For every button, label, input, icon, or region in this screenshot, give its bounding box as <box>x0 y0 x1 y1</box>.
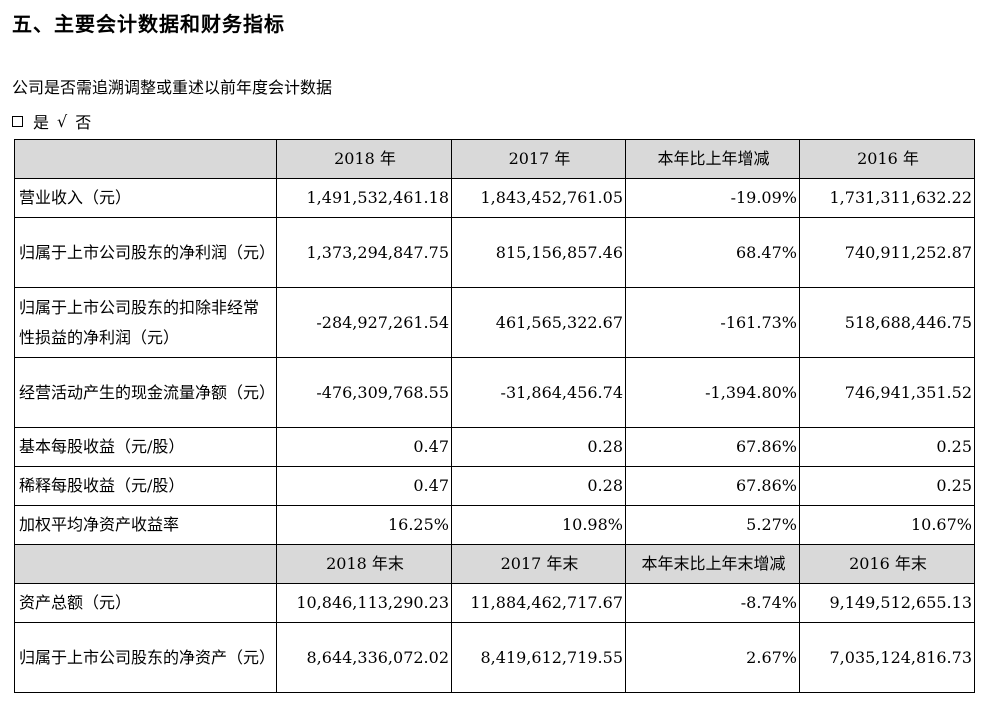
answer-yes-label: 是 <box>33 113 50 132</box>
unchecked-box-icon <box>12 115 23 127</box>
value-2016: 746,941,351.52 <box>799 357 975 428</box>
value-2018: 16.25% <box>276 505 452 545</box>
header-cell <box>14 139 277 179</box>
section-heading: 五、主要会计数据和财务指标 <box>12 12 285 36</box>
table-row: 基本每股收益（元/股） 0.47 0.28 67.86% 0.25 <box>14 427 975 467</box>
row-label: 归属于上市公司股东的扣除非经常性损益的净利润（元） <box>14 287 277 358</box>
table-row: 归属于上市公司股东的净利润（元） 1,373,294,847.75 815,15… <box>14 217 975 288</box>
value-change: -8.74% <box>625 583 800 623</box>
value-2018: 1,491,532,461.18 <box>276 178 452 218</box>
table-row: 营业收入（元） 1,491,532,461.18 1,843,452,761.0… <box>14 178 975 218</box>
value-change: 5.27% <box>625 505 800 545</box>
header-cell: 2018 年末 <box>276 544 452 584</box>
check-mark-icon: √ <box>57 111 68 131</box>
value-change: 2.67% <box>625 622 800 693</box>
table-header-row: 2018 年 2017 年 本年比上年增减 2016 年 <box>14 139 975 179</box>
row-label: 归属于上市公司股东的净利润（元） <box>14 217 277 288</box>
row-label: 经营活动产生的现金流量净额（元） <box>14 357 277 428</box>
table-row: 归属于上市公司股东的净资产（元） 8,644,336,072.02 8,419,… <box>14 622 975 693</box>
restatement-answer: 是 √ 否 <box>12 109 91 133</box>
value-2017: 11,884,462,717.67 <box>451 583 626 623</box>
value-2016: 1,731,311,632.22 <box>799 178 975 218</box>
value-2018: 10,846,113,290.23 <box>276 583 452 623</box>
value-2017: 0.28 <box>451 427 626 467</box>
value-2016: 0.25 <box>799 466 975 506</box>
answer-no-label: 否 <box>75 113 92 132</box>
header-cell: 2017 年末 <box>451 544 626 584</box>
header-cell: 2016 年末 <box>799 544 975 584</box>
value-change: 67.86% <box>625 427 800 467</box>
table-row: 经营活动产生的现金流量净额（元） -476,309,768.55 -31,864… <box>14 357 975 428</box>
value-2016: 7,035,124,816.73 <box>799 622 975 693</box>
value-2018: 0.47 <box>276 427 452 467</box>
row-label: 加权平均净资产收益率 <box>14 505 277 545</box>
value-2016: 9,149,512,655.13 <box>799 583 975 623</box>
value-2017: 8,419,612,719.55 <box>451 622 626 693</box>
header-cell: 2018 年 <box>276 139 452 179</box>
value-change: -19.09% <box>625 178 800 218</box>
header-cell: 本年比上年增减 <box>625 139 800 179</box>
value-2016: 0.25 <box>799 427 975 467</box>
table-header-row: 2018 年末 2017 年末 本年末比上年末增减 2016 年末 <box>14 544 975 584</box>
value-2017: 461,565,322.67 <box>451 287 626 358</box>
value-2018: 0.47 <box>276 466 452 506</box>
table-row: 归属于上市公司股东的扣除非经常性损益的净利润（元） -284,927,261.5… <box>14 287 975 358</box>
value-change: 68.47% <box>625 217 800 288</box>
value-2017: 815,156,857.46 <box>451 217 626 288</box>
header-cell: 2016 年 <box>799 139 975 179</box>
value-change: -161.73% <box>625 287 800 358</box>
table-row: 稀释每股收益（元/股） 0.47 0.28 67.86% 0.25 <box>14 466 975 506</box>
restatement-question: 公司是否需追溯调整或重述以前年度会计数据 <box>12 78 333 97</box>
financial-indicators-table: 2018 年 2017 年 本年比上年增减 2016 年 营业收入（元） 1,4… <box>14 139 975 693</box>
row-label: 基本每股收益（元/股） <box>14 427 277 467</box>
header-cell <box>14 544 277 584</box>
value-2017: 10.98% <box>451 505 626 545</box>
value-2016: 10.67% <box>799 505 975 545</box>
value-2017: 1,843,452,761.05 <box>451 178 626 218</box>
value-2018: -284,927,261.54 <box>276 287 452 358</box>
value-change: 67.86% <box>625 466 800 506</box>
value-2017: -31,864,456.74 <box>451 357 626 428</box>
table-row: 加权平均净资产收益率 16.25% 10.98% 5.27% 10.67% <box>14 505 975 545</box>
row-label: 资产总额（元） <box>14 583 277 623</box>
value-change: -1,394.80% <box>625 357 800 428</box>
row-label: 稀释每股收益（元/股） <box>14 466 277 506</box>
table-row: 资产总额（元） 10,846,113,290.23 11,884,462,717… <box>14 583 975 623</box>
row-label: 营业收入（元） <box>14 178 277 218</box>
value-2016: 518,688,446.75 <box>799 287 975 358</box>
value-2017: 0.28 <box>451 466 626 506</box>
value-2018: 1,373,294,847.75 <box>276 217 452 288</box>
value-2018: -476,309,768.55 <box>276 357 452 428</box>
header-cell: 2017 年 <box>451 139 626 179</box>
row-label: 归属于上市公司股东的净资产（元） <box>14 622 277 693</box>
value-2018: 8,644,336,072.02 <box>276 622 452 693</box>
value-2016: 740,911,252.87 <box>799 217 975 288</box>
header-cell: 本年末比上年末增减 <box>625 544 800 584</box>
